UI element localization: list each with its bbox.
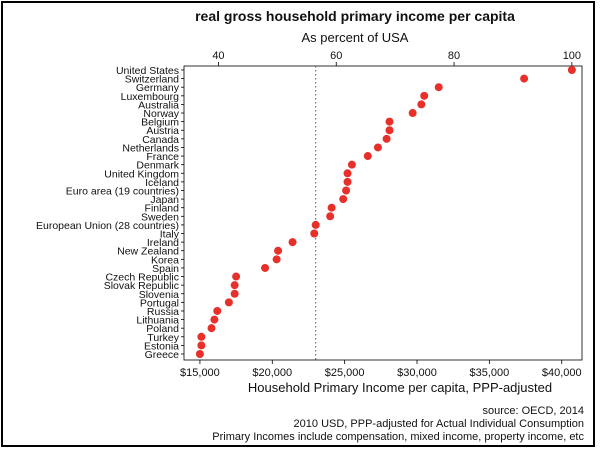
x-tick-label: $30,000 (397, 367, 437, 379)
data-point (230, 289, 239, 298)
data-point (326, 212, 335, 221)
data-point (408, 109, 417, 118)
data-point (339, 195, 348, 204)
plot-area (183, 65, 583, 361)
data-points (195, 66, 576, 358)
data-point (373, 143, 382, 152)
data-point (434, 83, 443, 92)
category-label: Canada (142, 134, 179, 146)
category-label: Slovenia (139, 289, 179, 301)
category-label: Poland (146, 323, 179, 335)
category-label: Portugal (140, 297, 179, 309)
data-point (343, 177, 352, 186)
data-point (272, 255, 281, 264)
x-tick-label: $25,000 (325, 367, 365, 379)
data-point (567, 66, 576, 74)
category-label: United Kingdom (104, 168, 179, 180)
data-point (195, 350, 204, 358)
chart-frame (1, 1, 595, 447)
category-label: Denmark (136, 160, 179, 172)
category-label: Netherlands (122, 142, 179, 154)
data-point (224, 298, 233, 307)
data-point (230, 281, 239, 290)
category-label: Sweden (141, 211, 179, 223)
category-labels: United StatesSwitzerlandGermanyLuxembour… (36, 65, 184, 361)
top-axis-label: As percent of USA (302, 30, 409, 45)
x-tick-label: $15,000 (180, 367, 220, 379)
category-label: United States (116, 65, 179, 77)
category-label: Korea (151, 254, 179, 266)
category-label: Luxembourg (121, 91, 180, 103)
x-tick-label: $35,000 (469, 367, 509, 379)
data-point (274, 246, 283, 255)
category-label: Ireland (147, 237, 179, 249)
data-point (197, 341, 206, 350)
top-tick-label: 100 (563, 50, 581, 62)
top-tick-label: 40 (212, 50, 224, 62)
data-point (343, 169, 352, 178)
category-label: Estonia (144, 340, 179, 352)
data-point (382, 134, 391, 143)
category-label: Austria (146, 125, 179, 137)
category-label: Norway (143, 108, 179, 120)
category-label: Lithuania (136, 315, 179, 327)
category-label: Finland (145, 203, 180, 215)
data-point (385, 117, 394, 126)
data-point (197, 332, 206, 341)
units-note: 2010 USD, PPP-adjusted for Actual Indivi… (294, 418, 584, 430)
category-label: Italy (160, 229, 180, 241)
category-label: Turkey (147, 332, 179, 344)
data-point (363, 152, 372, 161)
category-label: Czech Republic (105, 272, 179, 284)
category-label: Switzerland (125, 74, 179, 86)
category-label: Russia (147, 306, 179, 318)
chart-title: real gross household primary income per … (195, 8, 515, 24)
data-point (310, 229, 319, 238)
category-label: Greece (145, 349, 180, 361)
data-point (213, 306, 222, 315)
data-point (207, 324, 216, 333)
category-label: Iceland (145, 177, 179, 189)
category-label: European Union (28 countries) (36, 220, 179, 232)
top-axis: 40 60 80 100 (212, 50, 581, 66)
bottom-axis: $15,000 $20,000 $25,000 $30,000 $35,000 $40,0… (180, 360, 582, 379)
data-point (327, 203, 336, 212)
category-label: Germany (136, 82, 180, 94)
data-point (210, 315, 219, 324)
data-point (342, 186, 351, 195)
category-label: Australia (138, 99, 179, 111)
source-note: source: OECD, 2014 (483, 405, 585, 417)
data-point (347, 160, 356, 169)
category-label: Japan (150, 194, 179, 206)
x-axis-label: Household Primary Income per capita, PPP… (248, 380, 552, 395)
x-tick-label: $20,000 (252, 367, 292, 379)
data-point (417, 100, 426, 109)
category-label: Spain (152, 263, 179, 275)
data-point (232, 272, 241, 281)
data-point (261, 263, 270, 272)
category-label: Euro area (19 countries) (66, 185, 179, 197)
data-point (420, 91, 429, 100)
data-point (311, 220, 320, 229)
category-label: France (146, 151, 179, 163)
category-label: Belgium (141, 117, 179, 129)
top-tick-label: 80 (448, 50, 460, 62)
definition-note: Primary Incomes include compensation, mi… (212, 431, 584, 443)
x-tick-label: $40,000 (542, 367, 582, 379)
data-point (385, 126, 394, 135)
category-label: Slovak Republic (104, 280, 179, 292)
data-point (520, 74, 529, 83)
data-point (288, 238, 297, 247)
category-label: New Zealand (117, 246, 179, 258)
top-tick-label: 60 (330, 50, 342, 62)
